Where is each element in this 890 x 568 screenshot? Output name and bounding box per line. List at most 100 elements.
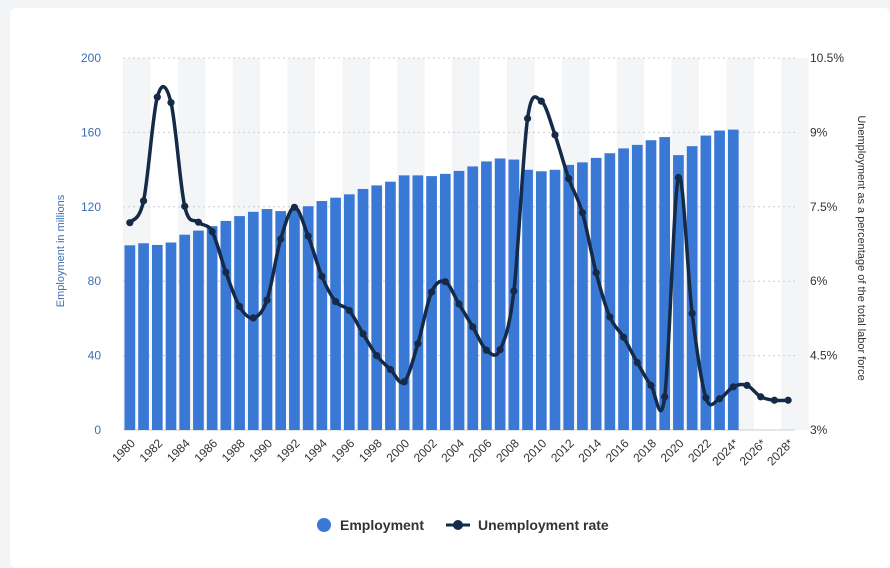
employment-bar[interactable] — [590, 157, 602, 430]
employment-bar[interactable] — [426, 176, 437, 430]
unemployment-point[interactable] — [263, 296, 271, 304]
employment-bar[interactable] — [481, 161, 492, 430]
unemployment-point[interactable] — [578, 209, 587, 217]
unemployment-point[interactable] — [318, 272, 326, 280]
unemployment-point[interactable] — [496, 346, 504, 354]
employment-bar[interactable] — [330, 197, 341, 430]
unemployment-point[interactable] — [345, 306, 353, 315]
unemployment-point[interactable] — [235, 302, 244, 311]
employment-bar[interactable] — [686, 146, 698, 430]
unemployment-point[interactable] — [770, 396, 779, 404]
employment-bar[interactable] — [549, 169, 561, 430]
employment-bar[interactable] — [261, 209, 273, 430]
employment-bar[interactable] — [714, 130, 725, 430]
unemployment-point[interactable] — [537, 97, 545, 105]
employment-bar[interactable] — [645, 140, 657, 430]
right-tick-label: 10.5% — [810, 51, 844, 65]
employment-bar[interactable] — [604, 153, 616, 430]
employment-bar[interactable] — [193, 230, 204, 430]
unemployment-point[interactable] — [400, 378, 408, 386]
employment-bar[interactable] — [535, 171, 547, 431]
x-tick-label: 2022 — [685, 436, 714, 465]
unemployment-point[interactable] — [688, 309, 696, 318]
unemployment-point[interactable] — [510, 287, 518, 295]
unemployment-point[interactable] — [551, 131, 559, 139]
employment-bar[interactable] — [398, 175, 410, 430]
unemployment-point[interactable] — [715, 395, 724, 403]
employment-bar[interactable] — [618, 148, 629, 430]
employment-bar[interactable] — [467, 166, 479, 431]
employment-bar[interactable] — [165, 242, 177, 430]
unemployment-point[interactable] — [661, 393, 669, 401]
unemployment-point[interactable] — [633, 358, 641, 367]
employment-bar[interactable] — [522, 169, 533, 430]
employment-bar[interactable] — [151, 244, 163, 430]
employment-bar[interactable] — [179, 234, 191, 430]
unemployment-point[interactable] — [331, 297, 340, 306]
unemployment-point[interactable] — [249, 314, 257, 322]
legend-item-employment[interactable]: Employment — [317, 517, 424, 533]
unemployment-point[interactable] — [277, 235, 285, 243]
unemployment-point[interactable] — [427, 288, 436, 296]
unemployment-point[interactable] — [126, 219, 134, 227]
unemployment-point[interactable] — [592, 269, 600, 277]
unemployment-point[interactable] — [441, 278, 449, 286]
employment-bar[interactable] — [700, 135, 712, 430]
unemployment-point[interactable] — [386, 365, 395, 374]
employment-bar[interactable] — [138, 243, 149, 430]
unemployment-point[interactable] — [784, 396, 792, 404]
employment-bar[interactable] — [494, 158, 506, 430]
left-axis-ticks: 0 40 80 120 160 200 — [81, 51, 101, 437]
employment-bar[interactable] — [439, 173, 451, 431]
unemployment-point[interactable] — [455, 300, 463, 308]
unemployment-point[interactable] — [222, 268, 230, 276]
unemployment-point[interactable] — [194, 218, 203, 226]
unemployment-point[interactable] — [373, 352, 381, 360]
unemployment-point[interactable] — [290, 203, 299, 211]
unemployment-point[interactable] — [414, 340, 422, 348]
x-tick-label: 1980 — [109, 436, 138, 465]
x-tick-label: 1990 — [246, 436, 275, 465]
employment-bar[interactable] — [234, 216, 245, 430]
unemployment-point[interactable] — [619, 333, 628, 341]
employment-bar[interactable] — [206, 226, 218, 430]
unemployment-point[interactable] — [757, 393, 765, 401]
unemployment-point[interactable] — [469, 323, 477, 331]
employment-bar[interactable] — [302, 206, 314, 430]
employment-bar[interactable] — [577, 162, 588, 430]
employment-bar[interactable] — [316, 201, 328, 430]
left-tick-label: 0 — [94, 423, 101, 437]
unemployment-point[interactable] — [359, 330, 367, 338]
employment-bar[interactable] — [289, 209, 300, 430]
employment-bar[interactable] — [371, 185, 383, 430]
employment-bar[interactable] — [631, 144, 643, 430]
employment-bar[interactable] — [673, 155, 684, 431]
employment-bar[interactable] — [220, 220, 232, 430]
x-tick-label: 2012 — [548, 436, 577, 465]
unemployment-point[interactable] — [565, 174, 573, 183]
legend-item-unemployment[interactable]: Unemployment rate — [446, 517, 609, 533]
employment-bar[interactable] — [563, 164, 575, 430]
unemployment-point[interactable] — [647, 381, 655, 389]
unemployment-point[interactable] — [702, 394, 710, 402]
employment-bar[interactable] — [275, 211, 287, 430]
employment-bar[interactable] — [659, 137, 671, 431]
unemployment-point[interactable] — [139, 197, 148, 205]
employment-bar[interactable] — [727, 129, 739, 431]
unemployment-point[interactable] — [167, 99, 175, 107]
employment-bar[interactable] — [385, 181, 396, 430]
unemployment-point[interactable] — [304, 232, 312, 240]
unemployment-point[interactable] — [208, 228, 216, 236]
unemployment-point[interactable] — [523, 114, 532, 123]
unemployment-point[interactable] — [181, 202, 189, 210]
employment-bar[interactable] — [124, 245, 136, 430]
x-tick-label: 1988 — [219, 436, 248, 465]
unemployment-point[interactable] — [606, 313, 614, 321]
unemployment-point[interactable] — [674, 173, 683, 182]
employment-bar[interactable] — [357, 188, 369, 430]
unemployment-point[interactable] — [153, 93, 161, 101]
employment-bar[interactable] — [412, 175, 424, 430]
unemployment-point[interactable] — [482, 346, 491, 354]
unemployment-point[interactable] — [743, 381, 751, 389]
unemployment-point[interactable] — [729, 383, 737, 391]
